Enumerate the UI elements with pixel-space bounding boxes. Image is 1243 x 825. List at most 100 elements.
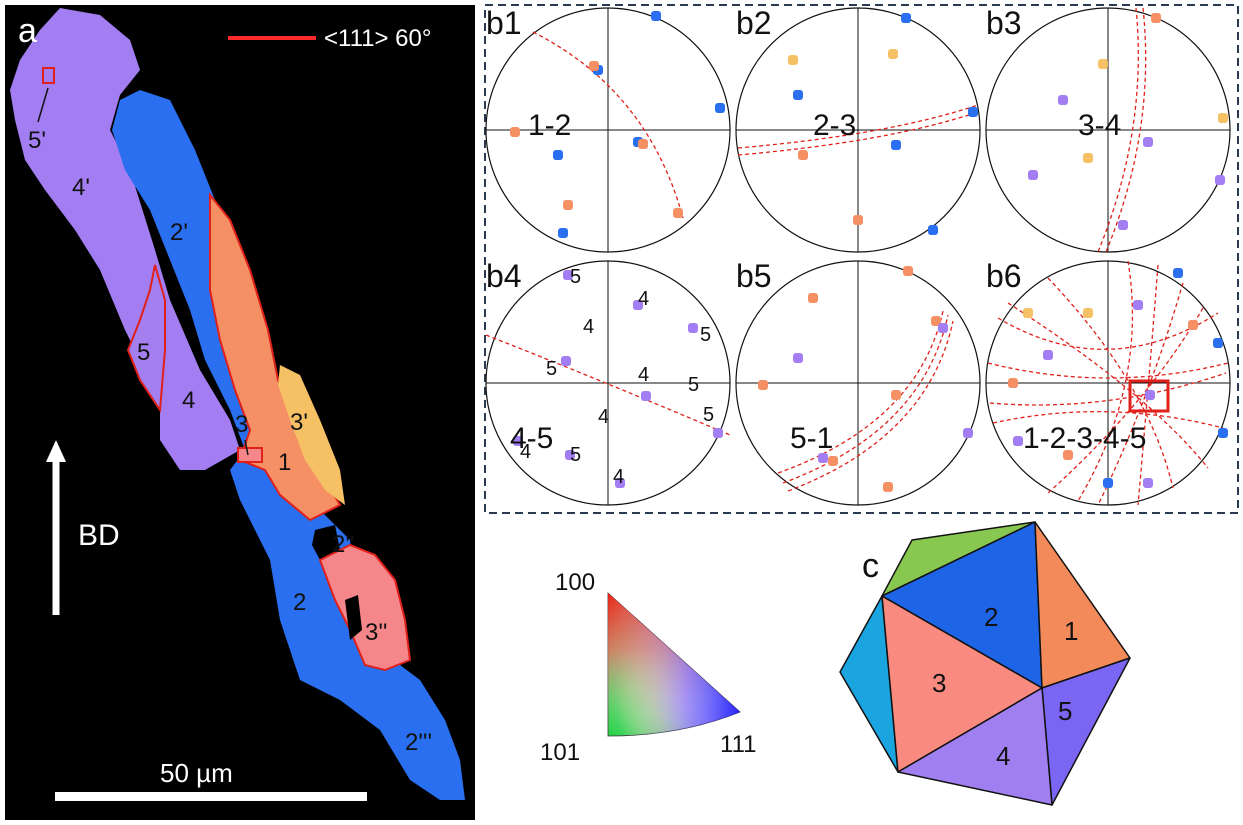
trace-great-circle: [992, 411, 1224, 429]
pole-spot: [565, 450, 575, 460]
pole-spot: [589, 61, 599, 71]
trace-great-circle: [1047, 307, 1204, 494]
pole-spot: [853, 215, 863, 225]
face-label-3: 3: [932, 668, 946, 698]
pole-spot: [828, 456, 838, 466]
grain-4-prime: [10, 8, 240, 470]
pole-spot: [633, 300, 643, 310]
pole-figure-b2: b2 2-3: [735, 5, 981, 253]
pole-figure-pair-label: 5-1: [790, 422, 833, 455]
pole-spot: [1143, 137, 1153, 147]
b4-point-label: 4: [583, 316, 594, 338]
face-label-2: 2: [984, 602, 998, 632]
grain-label-5-prime: 5': [28, 127, 46, 154]
grain-3-prime: [278, 365, 345, 505]
pole-spot: [808, 293, 818, 303]
face-4: [897, 687, 1053, 806]
pole-spot: [901, 13, 911, 23]
pole-spot: [1188, 320, 1198, 330]
pole-spot: [938, 323, 948, 333]
pole-spot: [641, 391, 651, 401]
b4-point-label: 5: [700, 324, 711, 346]
pole-spot: [688, 323, 698, 333]
common-pole-box: [1128, 379, 1170, 413]
face-label-5: 5: [1058, 696, 1072, 726]
arrow-3: [244, 439, 249, 456]
pole-spot: [1083, 308, 1093, 318]
pole-figure-tag: b1: [486, 5, 522, 41]
pole-figure-tag: b4: [486, 258, 522, 294]
pole-spot: [1133, 300, 1143, 310]
scale-bar: [55, 792, 367, 801]
pole-spot: [1173, 268, 1183, 278]
pole-figure-tag: b3: [986, 5, 1022, 41]
pole-spot: [1103, 478, 1113, 488]
pole-spot: [510, 127, 520, 137]
pole-spot: [891, 390, 901, 400]
grain-label-4-prime: 4': [72, 174, 90, 201]
pole-spot: [931, 316, 941, 326]
panel-c: c 2 1 3 5 4: [839, 521, 1131, 806]
pole-figure-tag: b2: [736, 5, 772, 41]
ipf-corner-101: 101: [540, 739, 580, 766]
grain-5-prime: [42, 67, 55, 84]
ipf-corner-111: 111: [720, 731, 756, 758]
pole-spot: [1008, 378, 1018, 388]
b4-point-label: 4: [638, 288, 649, 310]
pole-spot: [673, 208, 683, 218]
pole-spot: [615, 478, 625, 488]
pole-figure-pair-label: 4-5: [510, 422, 553, 455]
ipf-corner-100: 100: [555, 569, 595, 596]
trace-great-circle: [787, 320, 954, 492]
pole-spot: [1083, 153, 1093, 163]
grain-1: [209, 192, 342, 522]
panel-b-frame: [484, 4, 1239, 514]
pole-spot: [883, 482, 893, 492]
pole-spot: [798, 150, 808, 160]
scale-bar-label: 50 µm: [160, 758, 233, 788]
pole-figure-pair-label: 3-4: [1078, 109, 1121, 142]
b4-point-label: 5: [570, 266, 581, 288]
b4-point-label: 5: [703, 404, 714, 426]
pole-spot: [1218, 113, 1228, 123]
pole-figure-b6: b6 1-2-3-4-5: [985, 258, 1231, 506]
ipf-color-key: 100 101 111: [540, 569, 756, 766]
grain-label-3: 3: [235, 411, 248, 438]
ipf-triangle-blue: [608, 593, 740, 736]
pole-spot: [563, 270, 573, 280]
grain-2-prime: [112, 90, 465, 800]
trace-great-circle: [987, 362, 1229, 379]
panel-a-label: a: [18, 12, 37, 50]
grain-label-2-triple-prime: 2''': [405, 729, 432, 756]
panel-c-label: c: [862, 547, 879, 585]
pole-figure-tag: b6: [986, 258, 1022, 294]
pole-figure-b5: b5 5-1: [735, 258, 981, 506]
trace-great-circle: [1097, 282, 1184, 506]
pole-spot: [1058, 95, 1068, 105]
pole-spot: [715, 103, 725, 113]
pole-spot: [788, 55, 798, 65]
pole-figure-b1: b1 1-2: [485, 5, 731, 253]
pole-spot: [1143, 478, 1153, 488]
b4-point-label: 4: [613, 466, 624, 488]
pole-spot: [1218, 428, 1228, 438]
grain-3-double-prime: [318, 543, 412, 672]
grain-label-3-prime: 3': [290, 409, 308, 436]
trace-great-circle: [737, 104, 979, 149]
pole-spot: [553, 150, 563, 160]
pole-figure-pair-label: 1-2: [528, 109, 571, 142]
trace-great-circle: [782, 314, 949, 484]
b4-point-label: 4: [520, 441, 531, 463]
pole-spot: [758, 380, 768, 390]
trace-great-circle: [1077, 260, 1134, 502]
pole-figure-b3: b3 3-4: [985, 5, 1231, 253]
b4-point-label: 4: [598, 406, 609, 428]
grain-label-5: 5: [137, 339, 150, 366]
pole-spot: [818, 453, 828, 463]
pole-spot: [1013, 436, 1023, 446]
b4-point-label: 5: [570, 444, 581, 466]
pole-spot: [1098, 59, 1108, 69]
